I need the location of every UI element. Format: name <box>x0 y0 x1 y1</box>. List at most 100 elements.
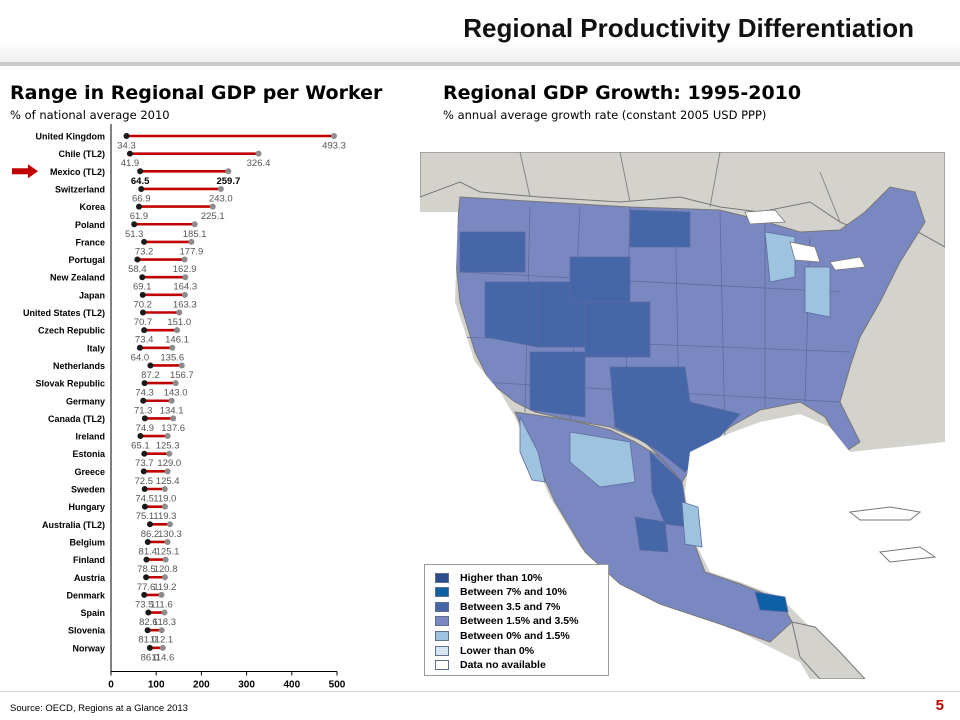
min-value-label: 71.3 <box>134 405 153 416</box>
category-label: United Kingdom <box>36 132 106 142</box>
footer-rule <box>0 691 960 692</box>
legend-swatch <box>435 572 449 583</box>
max-marker <box>172 380 179 387</box>
max-marker <box>161 574 168 581</box>
min-value-label: 51.3 <box>125 229 144 240</box>
category-label: France <box>75 237 105 247</box>
max-value-label: 125.3 <box>156 441 180 452</box>
min-marker <box>145 609 152 616</box>
legend-label: Higher than 10% <box>460 571 543 584</box>
max-value-label: 125.1 <box>156 546 180 557</box>
min-marker <box>140 468 147 475</box>
min-marker <box>135 203 142 210</box>
min-value-label: 58.4 <box>128 264 147 275</box>
campeche-region <box>754 591 789 613</box>
min-marker <box>144 538 151 545</box>
central-mexico-region <box>634 516 669 553</box>
title-rule <box>0 62 960 66</box>
legend-item: Between 3.5 and 7% <box>435 600 560 613</box>
gdp-per-worker-range-chart: United Kingdom 34.3 493.3 Chile (TL2) 41.9 32… <box>12 124 346 691</box>
max-marker <box>181 256 188 263</box>
max-marker <box>161 609 168 616</box>
min-marker <box>139 291 146 298</box>
category-label: Austria <box>74 573 106 583</box>
min-marker <box>138 185 145 192</box>
category-label: United States (TL2) <box>23 308 105 318</box>
min-value-label: 34.3 <box>117 141 136 152</box>
max-marker <box>174 327 181 334</box>
legend-item: Higher than 10% <box>435 571 542 584</box>
category-label: Germany <box>66 396 105 406</box>
legend-item: Between 1.5% and 3.5% <box>435 615 578 628</box>
category-label: Australia (TL2) <box>42 520 105 530</box>
right-panel-subheading: % annual average growth rate (constant 2… <box>443 108 767 122</box>
max-marker <box>161 503 168 510</box>
category-label: Ireland <box>75 432 105 442</box>
max-marker <box>330 133 337 139</box>
max-marker <box>170 415 177 422</box>
baja-california-region <box>519 416 546 483</box>
category-label: Mexico (TL2) <box>50 167 105 177</box>
max-marker <box>217 185 224 192</box>
min-marker <box>143 556 150 563</box>
category-label: Norway <box>72 643 105 653</box>
min-value-label: 73.2 <box>135 246 154 257</box>
max-marker <box>158 627 165 634</box>
min-marker <box>126 150 133 157</box>
max-value-label: 156.7 <box>170 370 194 381</box>
nevada-region <box>484 281 539 348</box>
pacific-ocean <box>420 212 810 679</box>
legend-item: Between 0% and 1.5% <box>435 629 570 642</box>
legend-swatch <box>435 616 449 627</box>
category-label: Italy <box>87 343 105 353</box>
max-value-label: 119.0 <box>153 494 176 505</box>
left-panel-subheading: % of national average 2010 <box>10 108 170 122</box>
category-label: Greece <box>74 467 105 477</box>
min-value-label: 41.9 <box>121 158 140 169</box>
min-value-label: 82.6 <box>139 617 158 628</box>
min-value-label: 73.5 <box>135 599 154 610</box>
min-value-label: 78.5 <box>137 564 156 575</box>
max-marker <box>158 591 165 598</box>
max-marker <box>168 397 175 404</box>
category-label: New Zealand <box>50 273 105 283</box>
max-value-label: 125.4 <box>156 476 180 487</box>
max-value-label: 129.0 <box>157 458 181 469</box>
x-tick-label: 500 <box>329 680 346 691</box>
min-value-label: 74.3 <box>135 388 154 399</box>
max-value-label: 119.2 <box>153 582 176 593</box>
legend-label: Between 7% and 10% <box>460 586 567 599</box>
min-marker <box>141 415 148 422</box>
min-value-label: 73.4 <box>135 335 154 346</box>
max-value-label: 259.7 <box>216 176 240 187</box>
max-value-label: 243.0 <box>209 193 233 204</box>
max-marker <box>166 521 173 528</box>
max-value-label: 137.6 <box>161 423 185 434</box>
min-value-label: 86.0 <box>141 652 160 663</box>
max-marker <box>164 433 171 440</box>
map-graphic <box>420 152 945 679</box>
min-marker <box>141 238 148 245</box>
michigan-region <box>764 231 796 283</box>
min-marker <box>140 397 147 404</box>
min-marker <box>137 433 144 440</box>
min-marker <box>141 380 148 387</box>
min-marker <box>131 221 138 228</box>
north-america-growth-map <box>420 152 945 679</box>
category-label: Slovenia <box>68 626 106 636</box>
max-value-label: 112.1 <box>150 635 173 646</box>
max-marker <box>225 168 232 175</box>
min-marker <box>146 644 153 651</box>
min-value-label: 77.6 <box>137 582 156 593</box>
min-marker <box>147 362 154 369</box>
category-label: Chile (TL2) <box>59 149 106 159</box>
min-value-label: 81.0 <box>138 635 157 646</box>
max-value-label: 111.6 <box>150 599 172 610</box>
category-label: Switzerland <box>55 184 105 194</box>
min-value-label: 87.2 <box>141 370 160 381</box>
min-marker <box>141 591 148 598</box>
x-tick-label: 200 <box>193 680 210 691</box>
category-label: Belgium <box>69 537 105 547</box>
max-marker <box>159 644 166 651</box>
category-label: Poland <box>75 220 105 230</box>
